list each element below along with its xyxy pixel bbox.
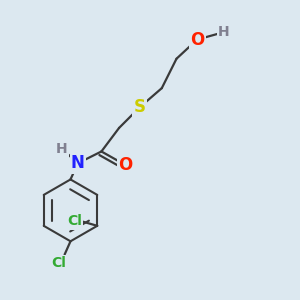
Text: Cl: Cl xyxy=(67,214,82,228)
Text: Cl: Cl xyxy=(51,256,66,270)
Text: H: H xyxy=(218,25,230,39)
Text: O: O xyxy=(118,156,132,174)
Text: N: N xyxy=(71,154,85,172)
Text: H: H xyxy=(56,142,68,155)
Text: O: O xyxy=(190,31,204,49)
Text: S: S xyxy=(134,98,146,116)
